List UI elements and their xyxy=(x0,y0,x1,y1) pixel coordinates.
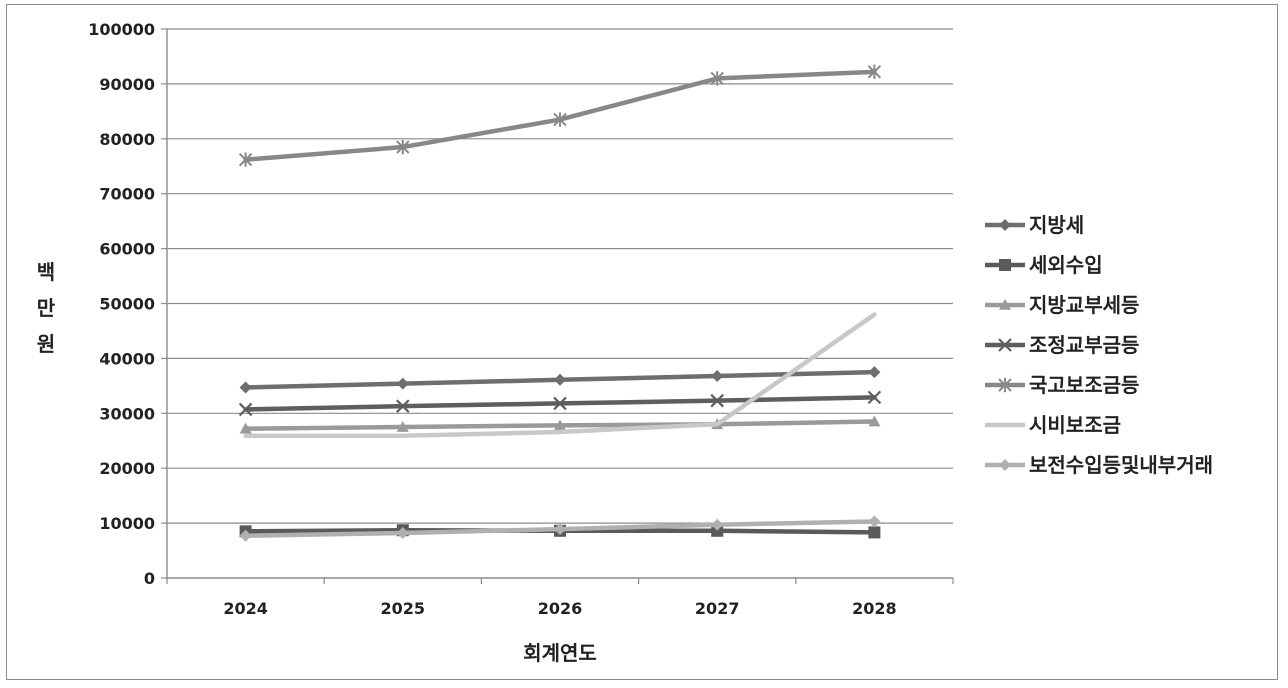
legend-item-6: 시비보조금 xyxy=(985,413,1121,437)
legend-item-5: 국고보조금등 xyxy=(985,373,1139,397)
series-7 xyxy=(239,515,881,542)
y-tick-label: 20000 xyxy=(99,459,155,478)
chart-frame xyxy=(6,4,1278,680)
x-tick-label: 2028 xyxy=(852,599,897,618)
series-4 xyxy=(238,390,882,417)
data-point-star xyxy=(553,112,567,127)
y-axis-title-char: 만 xyxy=(37,296,56,320)
series-1 xyxy=(239,366,881,394)
x-tick-label: 2026 xyxy=(538,599,583,618)
legend-item-7: 보전수입등및내부거래 xyxy=(985,453,1213,477)
data-point-square xyxy=(711,524,724,537)
axis-titles: 회계연도 백만원 xyxy=(37,260,597,665)
legend-label: 세외수입 xyxy=(1029,253,1103,277)
legend-label: 지방교부세등 xyxy=(1029,293,1139,317)
y-tick-label: 80000 xyxy=(99,130,155,149)
legend-label: 시비보조금 xyxy=(1029,413,1121,437)
data-point-x xyxy=(867,390,882,405)
y-tick-label: 90000 xyxy=(99,75,155,94)
legend-item-1: 지방세 xyxy=(985,213,1084,237)
data-point-diamond xyxy=(868,515,881,528)
legend-item-3: 지방교부세등 xyxy=(985,293,1139,317)
data-point-x xyxy=(238,402,253,417)
data-point-x xyxy=(396,399,410,413)
series-group xyxy=(238,64,882,542)
y-tick-label: 30000 xyxy=(99,404,155,423)
data-point-diamond xyxy=(554,523,566,536)
data-point-square xyxy=(999,259,1011,271)
data-point-star xyxy=(998,377,1012,393)
y-tick-label: 50000 xyxy=(99,295,155,314)
y-tick-label: 10000 xyxy=(99,514,155,533)
data-point-square xyxy=(868,526,881,539)
data-point-triangle xyxy=(554,419,566,431)
x-axis-title: 회계연도 xyxy=(523,641,597,665)
gridlines xyxy=(167,28,953,524)
y-tick-label: 70000 xyxy=(99,185,155,204)
series-line xyxy=(243,312,877,439)
data-point-triangle xyxy=(396,421,409,432)
series-6 xyxy=(243,312,877,439)
legend-label: 지방세 xyxy=(1029,213,1084,237)
legend-item-2: 세외수입 xyxy=(985,253,1103,277)
data-point-star xyxy=(710,71,724,86)
legend-label: 보전수입등및내부거래 xyxy=(1029,453,1213,477)
y-tick-label: 40000 xyxy=(99,349,155,368)
y-tick-label: 0 xyxy=(144,569,155,588)
data-point-diamond xyxy=(554,373,566,386)
data-point-diamond xyxy=(711,518,724,531)
data-point-star xyxy=(396,139,410,155)
data-point-diamond xyxy=(396,526,409,539)
y-tick-label: 100000 xyxy=(88,20,155,39)
x-tick-label: 2024 xyxy=(223,599,268,618)
series-5 xyxy=(238,64,882,167)
data-point-diamond xyxy=(239,381,252,394)
data-point-x xyxy=(553,396,567,411)
data-point-triangle xyxy=(868,415,881,427)
data-point-diamond xyxy=(239,529,252,542)
data-point-diamond xyxy=(868,366,881,379)
legend-label: 국고보조금등 xyxy=(1029,373,1139,397)
data-point-diamond xyxy=(999,459,1011,471)
data-point-x xyxy=(998,338,1012,352)
x-tick-label: 2025 xyxy=(381,599,426,618)
data-point-diamond xyxy=(711,369,724,382)
data-point-star xyxy=(867,64,882,80)
data-point-x xyxy=(710,393,724,408)
y-tick-label: 60000 xyxy=(99,240,155,259)
data-point-triangle xyxy=(999,299,1011,310)
legend-label: 조정교부금등 xyxy=(1029,333,1139,357)
data-point-diamond xyxy=(999,219,1011,231)
legend-item-4: 조정교부금등 xyxy=(985,333,1139,357)
y-axis-title: 백만원 xyxy=(37,260,56,356)
y-axis-title-char: 백 xyxy=(37,260,55,284)
x-tick-label: 2027 xyxy=(695,599,740,618)
y-axis-title-char: 원 xyxy=(37,332,55,356)
data-point-triangle xyxy=(239,422,252,434)
data-point-diamond xyxy=(396,377,409,390)
data-point-star xyxy=(238,152,253,167)
axes: 0 10000 20000 30000 40000 50000 60000 70000 8000… xyxy=(88,20,954,618)
